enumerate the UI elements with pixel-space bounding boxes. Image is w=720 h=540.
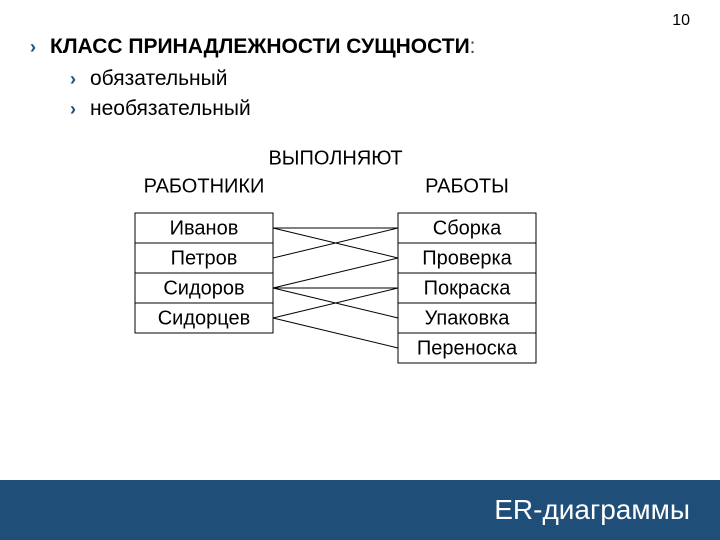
heading-main: КЛАСС ПРИНАДЛЕЖНОСТИ СУЩНОСТИ <box>50 35 470 58</box>
heading-colon: : <box>470 35 476 58</box>
footer-title: ER-диаграммы <box>494 494 690 526</box>
footer-bar: ER-диаграммы <box>0 480 720 540</box>
chevron-icon: › <box>70 69 76 90</box>
bullet-item: › обязательный <box>70 67 690 91</box>
svg-text:Упаковка: Упаковка <box>425 307 511 329</box>
svg-text:Сидоров: Сидоров <box>163 277 244 299</box>
chevron-icon: › <box>70 99 76 120</box>
content-area: › КЛАСС ПРИНАДЛЕЖНОСТИ СУЩНОСТИ: › обяза… <box>0 0 720 121</box>
er-diagram: ВЫПОЛНЯЮТРАБОТНИКИ РАБОТЫ Иванов Петров Сидо… <box>0 131 720 401</box>
svg-text:Петров: Петров <box>171 247 238 269</box>
svg-text:Сидорцев: Сидорцев <box>158 307 251 329</box>
svg-text:РАБОТНИКИ: РАБОТНИКИ <box>144 175 265 197</box>
svg-text:Переноска: Переноска <box>417 337 518 359</box>
svg-text:Иванов: Иванов <box>170 217 239 239</box>
svg-text:Покраска: Покраска <box>424 277 512 299</box>
svg-text:Сборка: Сборка <box>433 217 502 239</box>
heading-row: › КЛАСС ПРИНАДЛЕЖНОСТИ СУЩНОСТИ: <box>30 35 690 59</box>
diagram-svg: ВЫПОЛНЯЮТРАБОТНИКИ РАБОТЫ Иванов Петров Сидо… <box>0 131 720 401</box>
heading-text: КЛАСС ПРИНАДЛЕЖНОСТИ СУЩНОСТИ: <box>50 35 476 59</box>
chevron-icon: › <box>30 37 36 58</box>
svg-text:ВЫПОЛНЯЮТ: ВЫПОЛНЯЮТ <box>268 147 402 169</box>
svg-text:РАБОТЫ: РАБОТЫ <box>425 175 509 197</box>
page-number: 10 <box>672 12 690 30</box>
svg-text:Проверка: Проверка <box>422 247 512 269</box>
bullet-label: необязательный <box>90 97 251 121</box>
bullet-item: › необязательный <box>70 97 690 121</box>
bullet-label: обязательный <box>90 67 227 91</box>
